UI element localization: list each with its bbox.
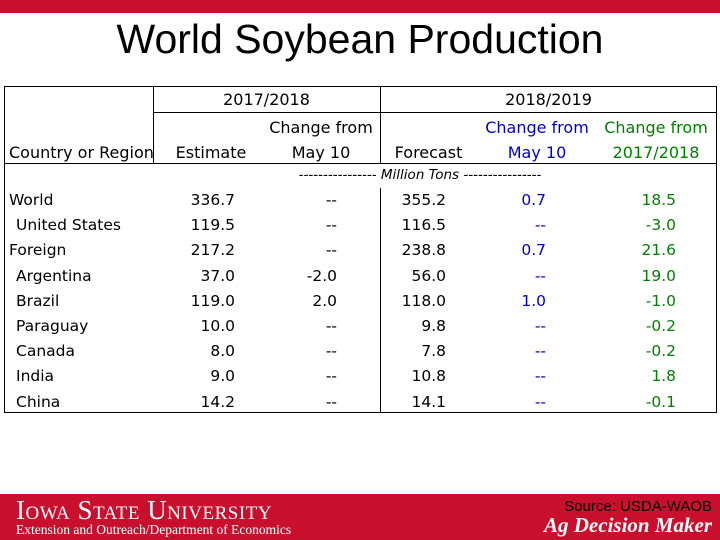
change-prev-value: -1.0 bbox=[645, 291, 676, 310]
change-prev-value: -0.2 bbox=[645, 342, 676, 361]
change-may10-b-value: -- bbox=[534, 342, 546, 361]
change-prev-value: -3.0 bbox=[645, 216, 676, 235]
change-prev-value: 21.6 bbox=[641, 241, 676, 260]
change-may10-b-value: 0.7 bbox=[521, 191, 546, 209]
col-header-change-may10-b-line2: May 10 bbox=[507, 143, 567, 162]
forecast-value: 10.8 bbox=[411, 367, 446, 386]
change-may10-value: -- bbox=[325, 367, 337, 386]
estimate-value: 10.0 bbox=[200, 317, 235, 335]
forecast-value: 116.5 bbox=[401, 216, 446, 235]
change-may10-b-value: 1.0 bbox=[521, 291, 546, 310]
change-prev-value: 1.8 bbox=[651, 367, 676, 386]
estimate-value: 336.7 bbox=[190, 191, 235, 209]
forecast-value: 118.0 bbox=[401, 291, 446, 310]
forecast-value: 56.0 bbox=[411, 266, 446, 285]
source-label: Source: USDA-WAOB bbox=[564, 498, 712, 515]
col-header-country: Country or Region bbox=[9, 143, 154, 162]
forecast-value: 238.8 bbox=[401, 241, 446, 260]
region-name: India bbox=[16, 367, 55, 386]
estimate-value: 37.0 bbox=[200, 266, 235, 285]
forecast-value: 7.8 bbox=[421, 342, 446, 361]
change-may10-value: -- bbox=[325, 392, 337, 411]
change-may10-b-value: -- bbox=[534, 216, 546, 235]
col-header-estimate: Estimate bbox=[175, 143, 247, 162]
region-name: Argentina bbox=[16, 266, 92, 285]
region-name: Brazil bbox=[16, 291, 60, 310]
change-prev-value: -0.2 bbox=[645, 317, 676, 335]
units-label: ---------------- Million Tons ----------… bbox=[298, 167, 542, 183]
program-logo: Ag Decision Maker bbox=[544, 513, 712, 537]
production-table: 2017/2018 2018/2019 Country or Region Es… bbox=[4, 86, 717, 413]
forecast-value: 355.2 bbox=[401, 191, 446, 209]
change-prev-value: 18.5 bbox=[641, 191, 676, 209]
estimate-value: 119.5 bbox=[190, 216, 235, 235]
region-name: China bbox=[16, 392, 61, 411]
forecast-value: 9.8 bbox=[421, 317, 446, 335]
change-may10-value: 2.0 bbox=[312, 291, 337, 310]
col-header-change-prev-line1: Change from bbox=[604, 118, 708, 137]
divider-vertical-3 bbox=[380, 188, 381, 413]
estimate-value: 14.2 bbox=[200, 392, 235, 411]
region-name: Canada bbox=[16, 342, 75, 361]
region-name: Paraguay bbox=[16, 317, 89, 335]
slide-title: World Soybean Production bbox=[116, 16, 604, 62]
change-prev-value: -0.1 bbox=[645, 392, 676, 411]
change-may10-value: -2.0 bbox=[306, 266, 337, 285]
university-logo: Iowa State University bbox=[16, 495, 272, 525]
period-header-2018: 2018/2019 bbox=[505, 90, 592, 109]
department-label: Extension and Outreach/Department of Eco… bbox=[16, 522, 292, 537]
estimate-value: 119.0 bbox=[190, 291, 235, 310]
change-may10-b-value: -- bbox=[534, 266, 546, 285]
estimate-value: 217.2 bbox=[190, 241, 235, 260]
col-header-change-prev-line2: 2017/2018 bbox=[612, 143, 700, 162]
change-may10-b-value: 0.7 bbox=[521, 241, 546, 260]
col-header-change-may10-line1: Change from bbox=[269, 118, 373, 137]
col-header-change-may10-line2: May 10 bbox=[291, 143, 351, 162]
region-name: Foreign bbox=[9, 241, 67, 260]
change-may10-value: -- bbox=[325, 191, 337, 209]
divider-vertical-1 bbox=[153, 87, 154, 163]
estimate-value: 9.0 bbox=[210, 367, 235, 386]
change-may10-value: -- bbox=[325, 317, 337, 335]
region-name: United States bbox=[16, 216, 121, 235]
period-header-2017: 2017/2018 bbox=[223, 90, 310, 109]
change-may10-b-value: -- bbox=[534, 392, 546, 411]
col-header-forecast: Forecast bbox=[394, 143, 463, 162]
footer-bar bbox=[0, 494, 720, 540]
change-may10-b-value: -- bbox=[534, 317, 546, 335]
change-prev-value: 19.0 bbox=[641, 266, 676, 285]
divider-vertical-2 bbox=[380, 87, 381, 163]
top-accent-bar bbox=[0, 0, 720, 13]
estimate-value: 8.0 bbox=[210, 342, 235, 361]
region-name: World bbox=[9, 191, 54, 209]
divider-horizontal-1 bbox=[153, 112, 716, 113]
divider-horizontal-2 bbox=[5, 163, 716, 164]
change-may10-value: -- bbox=[325, 241, 337, 260]
change-may10-value: -- bbox=[325, 342, 337, 361]
col-header-change-may10-b-line1: Change from bbox=[485, 118, 589, 137]
change-may10-value: -- bbox=[325, 216, 337, 235]
forecast-value: 14.1 bbox=[411, 392, 446, 411]
change-may10-b-value: -- bbox=[534, 367, 546, 386]
